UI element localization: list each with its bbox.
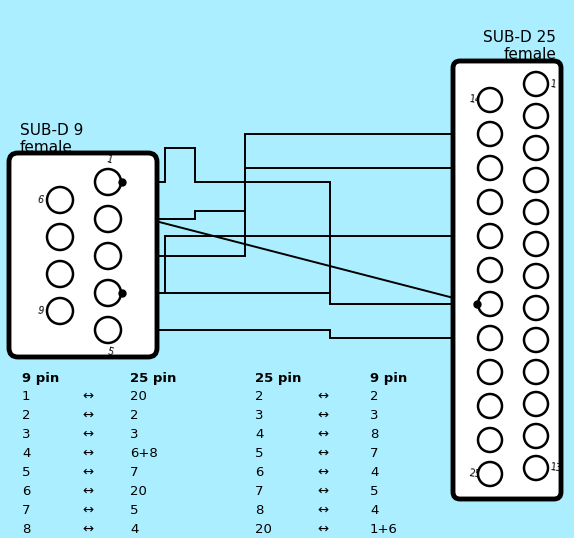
Text: 8: 8 <box>255 504 263 517</box>
Circle shape <box>95 243 121 269</box>
Text: 4: 4 <box>370 466 378 479</box>
Circle shape <box>524 232 548 256</box>
Text: ↔: ↔ <box>317 409 328 422</box>
Circle shape <box>478 156 502 180</box>
Circle shape <box>524 424 548 448</box>
Text: ↔: ↔ <box>317 523 328 536</box>
Circle shape <box>524 72 548 96</box>
Text: ↔: ↔ <box>83 466 94 479</box>
Text: ↔: ↔ <box>83 447 94 460</box>
Text: ↔: ↔ <box>317 447 328 460</box>
Text: 8: 8 <box>22 523 30 536</box>
Circle shape <box>524 264 548 288</box>
Circle shape <box>478 462 502 486</box>
Text: 2: 2 <box>255 390 263 403</box>
Text: 4: 4 <box>22 447 30 460</box>
Circle shape <box>47 224 73 250</box>
Text: 1+6: 1+6 <box>370 523 398 536</box>
Circle shape <box>524 104 548 128</box>
Text: ↔: ↔ <box>83 485 94 498</box>
FancyBboxPatch shape <box>453 61 561 499</box>
Text: 1: 1 <box>106 155 114 166</box>
Text: 7: 7 <box>370 447 378 460</box>
Text: ↔: ↔ <box>83 390 94 403</box>
Text: SUB-D 25
female: SUB-D 25 female <box>483 30 556 62</box>
Text: 3: 3 <box>370 409 378 422</box>
Circle shape <box>478 224 502 248</box>
Text: 5: 5 <box>130 504 138 517</box>
Circle shape <box>95 280 121 306</box>
Text: 5: 5 <box>22 466 30 479</box>
Text: 25: 25 <box>468 468 482 480</box>
Text: 25 pin: 25 pin <box>255 372 301 385</box>
Text: ↔: ↔ <box>317 466 328 479</box>
Circle shape <box>478 88 502 112</box>
Text: 1: 1 <box>550 79 557 89</box>
Circle shape <box>478 122 502 146</box>
Text: 6+8: 6+8 <box>130 447 158 460</box>
Text: 4: 4 <box>370 504 378 517</box>
Text: 5: 5 <box>255 447 263 460</box>
Text: 4: 4 <box>130 523 138 536</box>
Circle shape <box>524 200 548 224</box>
Circle shape <box>95 206 121 232</box>
Circle shape <box>524 136 548 160</box>
Text: 13: 13 <box>550 462 564 474</box>
Text: SUB-D 9
female: SUB-D 9 female <box>20 123 83 155</box>
Circle shape <box>524 296 548 320</box>
Circle shape <box>95 169 121 195</box>
Text: 5: 5 <box>370 485 378 498</box>
Circle shape <box>47 261 73 287</box>
Text: 20: 20 <box>130 390 147 403</box>
Text: 7: 7 <box>22 504 30 517</box>
Text: 7: 7 <box>130 466 138 479</box>
Text: ↔: ↔ <box>317 485 328 498</box>
Circle shape <box>47 187 73 213</box>
Text: 1: 1 <box>22 390 30 403</box>
Text: ↔: ↔ <box>83 428 94 441</box>
Text: 2: 2 <box>22 409 30 422</box>
Circle shape <box>524 328 548 352</box>
Text: 20: 20 <box>255 523 272 536</box>
Text: 5: 5 <box>106 346 114 357</box>
Circle shape <box>524 456 548 480</box>
Circle shape <box>478 428 502 452</box>
Text: 8: 8 <box>370 428 378 441</box>
Circle shape <box>478 326 502 350</box>
Text: 9 pin: 9 pin <box>370 372 407 385</box>
Circle shape <box>47 298 73 324</box>
Circle shape <box>478 190 502 214</box>
Text: ↔: ↔ <box>83 504 94 517</box>
Circle shape <box>95 317 121 343</box>
Text: 14: 14 <box>468 94 482 106</box>
Circle shape <box>478 394 502 418</box>
Text: ↔: ↔ <box>317 428 328 441</box>
Circle shape <box>524 360 548 384</box>
Circle shape <box>478 258 502 282</box>
Text: 9 pin: 9 pin <box>22 372 59 385</box>
Circle shape <box>478 292 502 316</box>
Text: 6: 6 <box>22 485 30 498</box>
Text: ↔: ↔ <box>83 409 94 422</box>
Text: 9: 9 <box>36 306 44 317</box>
Text: 6: 6 <box>36 194 44 206</box>
Text: ↔: ↔ <box>317 504 328 517</box>
Text: 4: 4 <box>255 428 263 441</box>
Text: 3: 3 <box>130 428 138 441</box>
Text: 2: 2 <box>370 390 378 403</box>
Circle shape <box>524 392 548 416</box>
Text: 6: 6 <box>255 466 263 479</box>
Text: 25 pin: 25 pin <box>130 372 176 385</box>
Text: 7: 7 <box>255 485 263 498</box>
Circle shape <box>478 360 502 384</box>
Text: ↔: ↔ <box>83 523 94 536</box>
FancyBboxPatch shape <box>9 153 157 357</box>
Text: ↔: ↔ <box>317 390 328 403</box>
Text: 20: 20 <box>130 485 147 498</box>
Circle shape <box>524 168 548 192</box>
Text: 3: 3 <box>22 428 30 441</box>
Text: 3: 3 <box>255 409 263 422</box>
Text: 2: 2 <box>130 409 138 422</box>
